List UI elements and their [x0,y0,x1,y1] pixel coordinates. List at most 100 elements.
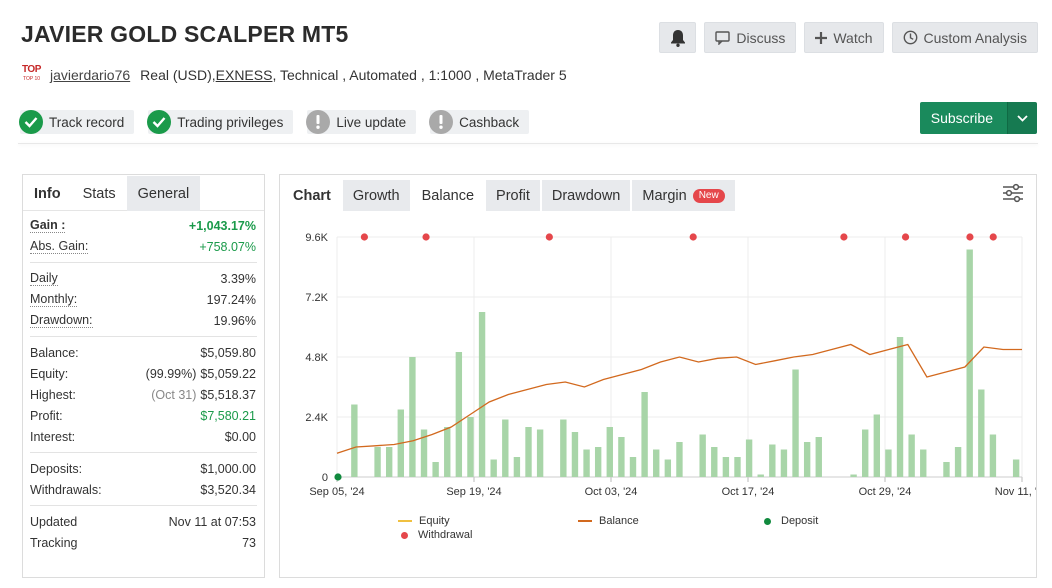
tab-profit[interactable]: Profit [486,180,540,211]
bar [455,352,463,477]
chart-tabs: Chart Growth Balance Profit Drawdown Mar… [280,175,1036,211]
bar [780,449,788,477]
badge-label: Live update [336,114,407,130]
stat-abs-gain: Abs. Gain: +758.07% [30,239,256,254]
stat-equity: Equity: (99.99%) $5,059.22 [30,366,256,381]
custom-analysis-button[interactable]: Custom Analysis [891,22,1038,53]
withdrawal-marker [545,233,553,241]
bar [653,449,660,477]
chart-panel: Chart Growth Balance Profit Drawdown Mar… [279,174,1037,578]
bar [954,447,962,477]
bar [850,474,857,477]
bar [606,427,613,477]
withdrawal-marker [360,233,368,241]
bar [722,457,730,477]
withdrawal-marker [422,233,430,241]
badge-trading-privileges[interactable]: Trading privileges [147,110,294,134]
bar [490,459,497,477]
legend-balance[interactable]: Balance [578,515,639,527]
stats-divider [30,452,257,453]
tab-margin-label: Margin [642,187,687,204]
equity-value: $5,059.22 [200,366,256,381]
bar [815,437,822,477]
x-tick-label: Oct 29, '24 [859,486,912,498]
balance-chart[interactable]: 0 2.4K 4.8K 7.2K 9.6K Sep 05, '24 Sep 19, '24 O… [280,215,1036,515]
tab-growth[interactable]: Growth [342,180,410,211]
equity-note: (99.99%) [145,366,197,381]
bar [664,459,672,477]
y-tick-label: 2.4K [305,412,328,424]
chart-settings-button[interactable] [1002,183,1024,208]
new-badge: New [692,188,725,203]
bar [745,439,753,477]
subscribe-button[interactable]: Subscribe [919,102,1007,134]
bar [513,457,521,477]
bar [873,414,881,477]
deposit-marker [334,473,342,481]
exclamation-icon [429,110,454,134]
x-tick-label: Oct 03, '24 [585,486,638,498]
tab-balance[interactable]: Balance [411,180,485,211]
bar [792,369,799,477]
legend-equity[interactable]: Equity [398,515,450,527]
badge-label: Track record [49,114,125,130]
username-link[interactable]: javierdario76 [50,67,131,83]
bar [420,429,428,477]
tab-stats[interactable]: Stats [82,185,116,202]
bar [629,457,637,477]
tab-general[interactable]: General [126,176,201,211]
x-tick-label: Sep 05, '24 [309,486,364,498]
stat-interest: Interest: $0.00 [30,429,256,444]
bar [943,462,950,477]
bar [444,427,451,477]
badge-live-update[interactable]: Live update [306,110,417,134]
bar [351,404,358,477]
badge-cashback[interactable]: Cashback [429,110,530,134]
bar [908,434,915,477]
stat-drawdown: Drawdown: 19.96% [30,313,256,328]
y-tick-label: 7.2K [305,292,328,304]
withdrawal-marker [966,233,974,241]
account-details: , Technical , Automated , 1:1000 , MetaT… [272,67,567,83]
bar [618,437,625,477]
tab-margin[interactable]: Margin New [632,180,735,211]
plus-icon [815,31,828,44]
tab-drawdown[interactable]: Drawdown [541,180,631,211]
y-tick-label: 0 [322,472,328,484]
page-title: JAVIER GOLD SCALPER MT5 [21,21,349,47]
bar [536,429,544,477]
stats-divider [30,262,257,263]
y-tick-label: 4.8K [305,352,328,364]
clock-icon [903,30,917,45]
bar [409,357,416,477]
notify-button[interactable] [659,22,697,53]
legend-deposit[interactable]: Deposit [761,515,818,527]
x-tick-label: Sep 19, '24 [446,486,501,498]
bar [966,249,973,477]
bar [989,434,997,477]
bar [885,449,892,477]
watch-button[interactable]: Watch [804,22,884,53]
bar [676,442,683,477]
stats-divider [30,336,257,337]
broker-link[interactable]: EXNESS [215,67,273,83]
stats-list: Gain : +1,043.17% Abs. Gain: +758.07% Da… [23,211,264,553]
stat-gain: Gain : +1,043.17% [30,218,256,233]
legend-withdrawal[interactable]: Withdrawal [401,529,472,541]
stat-monthly: Monthly: 197.24% [30,292,256,307]
withdrawal-marker [989,233,997,241]
discuss-button[interactable]: Discuss [704,22,797,53]
bar [571,432,579,477]
bar [560,419,567,477]
badge-track-record[interactable]: Track record [19,110,135,134]
tab-info[interactable]: Info [34,185,61,202]
withdrawal-marker [689,233,697,241]
stat-withdrawals: Withdrawals: $3,520.34 [30,482,256,497]
bar [711,447,718,477]
sliders-icon [1003,183,1023,203]
x-tick-label: Nov 11, '24 [995,486,1036,498]
bar [374,447,381,477]
custom-analysis-label: Custom Analysis [923,29,1027,46]
subscribe-dropdown-button[interactable] [1007,102,1037,134]
bar [478,312,486,477]
